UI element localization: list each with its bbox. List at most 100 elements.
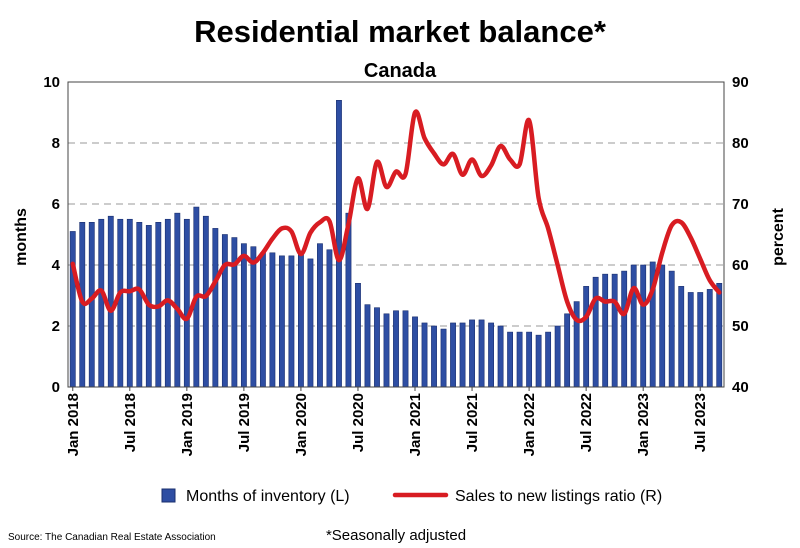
left-tick-label: 4 [52, 257, 61, 274]
right-axis-ticks: 40 50 60 70 80 90 [732, 74, 749, 396]
legend-label-ratio: Sales to new listings ratio (R) [455, 488, 662, 505]
inventory-bar [88, 222, 95, 388]
inventory-bar [107, 215, 114, 388]
inventory-bar [583, 286, 590, 388]
x-axis-ticks: Jan 2018 Jul 2018 Jan 2019 Jul 2019 Jan 2020… [65, 387, 709, 456]
inventory-bar [526, 331, 533, 388]
inventory-bar [687, 292, 694, 388]
inventory-bar [459, 322, 466, 388]
inventory-bar [516, 331, 523, 388]
inventory-bar [355, 282, 361, 388]
inventory-bar [621, 270, 628, 388]
inventory-bar [602, 273, 609, 388]
left-axis-title: months [13, 208, 30, 266]
inventory-bar [336, 100, 342, 388]
chart-subtitle: Canada [364, 60, 437, 82]
inventory-bar [298, 252, 304, 388]
inventory-bar [288, 255, 295, 388]
inventory-bar [478, 319, 485, 388]
inventory-bar [421, 322, 428, 388]
left-tick-label: 10 [43, 74, 60, 91]
inventory-bar [317, 243, 323, 388]
x-tick-label: Jan 2020 [293, 393, 310, 456]
inventory-bar [202, 215, 209, 388]
inventory-bar [278, 255, 285, 388]
inventory-bar [630, 264, 637, 388]
inventory-bar [307, 258, 314, 388]
ratio-line-group [70, 109, 722, 324]
x-tick-label: Jul 2022 [578, 393, 595, 452]
inventory-bar [269, 252, 276, 388]
inventory-bar [136, 222, 143, 388]
inventory-bar [212, 228, 219, 388]
inventory-bar [659, 264, 666, 388]
chart-title: Residential market balance* [194, 14, 607, 49]
right-tick-label: 50 [732, 318, 749, 335]
inventory-bar [611, 273, 618, 388]
ratio-line [70, 109, 722, 324]
x-tick-label: Jan 2022 [521, 393, 538, 456]
left-tick-label: 6 [52, 196, 60, 213]
left-tick-label: 8 [52, 135, 60, 152]
x-tick-label: Jul 2019 [236, 393, 253, 452]
inventory-bar [412, 316, 418, 388]
inventory-bar [554, 325, 561, 388]
x-tick-label: Jul 2018 [122, 393, 139, 452]
right-tick-label: 40 [732, 379, 749, 396]
inventory-bar [374, 307, 380, 388]
inventory-bar [716, 282, 723, 388]
inventory-bar [469, 319, 475, 388]
inventory-bar [326, 249, 333, 388]
inventory-bar [69, 231, 76, 388]
inventory-bar [98, 218, 105, 388]
inventory-bar [431, 325, 437, 388]
source-note: Source: The Canadian Real Estate Associa… [8, 532, 216, 543]
right-axis-title: percent [770, 207, 787, 265]
right-tick-label: 60 [732, 257, 749, 274]
right-tick-label: 80 [732, 135, 749, 152]
inventory-bar [240, 243, 247, 388]
inventory-bar [592, 276, 599, 388]
inventory-bar [402, 310, 409, 388]
inventory-bar [183, 218, 190, 388]
left-tick-label: 2 [52, 318, 60, 335]
inventory-bar [117, 218, 124, 388]
x-tick-label: Jan 2019 [179, 393, 196, 456]
x-tick-label: Jul 2020 [350, 393, 367, 452]
legend-bar-swatch [161, 488, 176, 503]
inventory-bar [668, 270, 675, 388]
left-tick-label: 0 [52, 379, 60, 396]
inventory-bar [640, 264, 647, 388]
inventory-bar [507, 331, 514, 388]
inventory-bar [383, 313, 390, 388]
inventory-bar [545, 331, 552, 388]
right-tick-label: 90 [732, 74, 749, 91]
right-tick-label: 70 [732, 196, 749, 213]
inventory-bar [450, 322, 456, 388]
inventory-bar [497, 325, 504, 388]
inventory-bar [440, 328, 447, 388]
inventory-bar [364, 304, 371, 388]
x-tick-label: Jan 2021 [407, 393, 424, 456]
x-tick-label: Jul 2021 [464, 393, 481, 452]
legend-label-inventory: Months of inventory (L) [186, 488, 350, 505]
inventory-bar [564, 313, 571, 388]
inventory-bar [221, 234, 228, 388]
inventory-bar [126, 218, 133, 388]
inventory-bar [706, 289, 713, 388]
inventory-bar [393, 310, 399, 388]
x-tick-label: Jul 2023 [692, 393, 709, 452]
legend: Months of inventory (L) Sales to new lis… [161, 488, 662, 505]
inventory-bar [678, 286, 685, 388]
plot-frame [67, 81, 725, 388]
inventory-bar [535, 334, 542, 388]
plot-border [67, 81, 725, 388]
inventory-bar [174, 212, 181, 388]
inventory-bar [259, 252, 266, 388]
left-axis-ticks: 0 2 4 6 8 10 [43, 74, 60, 396]
inventory-bar [697, 292, 704, 388]
x-tick-label: Jan 2018 [65, 393, 82, 456]
inventory-bar [250, 246, 257, 388]
footnote: *Seasonally adjusted [326, 527, 466, 544]
